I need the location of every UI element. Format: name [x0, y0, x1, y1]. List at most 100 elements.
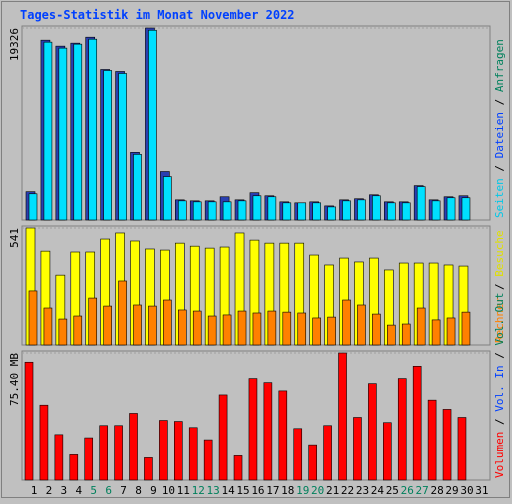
legend-separator: / [493, 346, 506, 366]
bar [222, 314, 232, 346]
bar [342, 299, 351, 346]
bar [446, 317, 456, 346]
legend-separator: / [493, 92, 506, 112]
legend-separator: / [493, 277, 506, 297]
bar [103, 70, 112, 221]
bar [248, 378, 258, 481]
bar [461, 311, 471, 346]
bar [338, 352, 347, 481]
x-tick-label: 2 [46, 484, 53, 497]
legend-separator: / [493, 412, 506, 432]
legend-label: Volumen [493, 432, 506, 478]
x-tick-label: 11 [177, 484, 190, 497]
bar [416, 186, 426, 221]
bar [118, 280, 127, 346]
bar [387, 202, 396, 221]
plot-area [21, 25, 491, 221]
bar [207, 201, 217, 221]
bar [342, 200, 351, 221]
bar [327, 316, 336, 346]
bar [427, 399, 437, 481]
x-tick-label: 17 [266, 484, 279, 497]
bar [43, 307, 53, 346]
bar [192, 310, 202, 346]
bar [252, 195, 262, 221]
y-tick-label: 75.40 MB [8, 353, 21, 406]
bar [278, 390, 288, 481]
bar [297, 202, 307, 221]
bar [43, 41, 53, 221]
bar [353, 417, 362, 481]
bar [148, 305, 157, 346]
bar [88, 297, 98, 346]
bar [308, 444, 317, 481]
bar [28, 290, 38, 346]
bar [457, 417, 467, 481]
bar [442, 409, 452, 481]
bar [174, 421, 183, 481]
bar [282, 202, 292, 221]
bar [114, 425, 123, 481]
y-tick-label: 19326 [8, 28, 21, 61]
bar [84, 437, 94, 481]
bar [133, 154, 142, 221]
legend-separator: / [493, 158, 506, 178]
side-legend: Volumen / Vol. In / Vol. Out [493, 293, 506, 478]
x-tick-label: 13 [207, 484, 220, 497]
x-tick-label: 21 [326, 484, 339, 497]
x-tick-label: 12 [192, 484, 205, 497]
x-tick-label: 24 [371, 484, 385, 497]
legend-label: Vol. In [493, 365, 506, 411]
bar [28, 193, 38, 221]
bar [383, 422, 392, 481]
bar [372, 195, 381, 221]
bar [58, 47, 68, 221]
bar [118, 73, 127, 221]
bar [263, 382, 273, 481]
bar [401, 202, 411, 221]
bar [54, 434, 64, 481]
bar [103, 305, 112, 346]
bar [99, 425, 108, 481]
bar [178, 309, 187, 346]
bar [397, 378, 407, 481]
bar [412, 366, 422, 481]
bar [357, 199, 366, 221]
bar [237, 310, 247, 346]
bar [159, 420, 168, 481]
x-tick-label: 5 [90, 484, 97, 497]
bar [401, 323, 411, 346]
bar [416, 307, 426, 346]
x-tick-label: 7 [120, 484, 127, 497]
bar [312, 202, 321, 221]
x-tick-label: 3 [61, 484, 68, 497]
side-legend: Rechner / Besuche [493, 230, 506, 343]
x-tick-label: 29 [445, 484, 458, 497]
bar [163, 299, 172, 346]
bar [293, 428, 303, 481]
bar [144, 457, 153, 481]
x-tick-label: 14 [221, 484, 235, 497]
bar [69, 454, 79, 481]
legend-label: Vol. Out [493, 293, 506, 346]
x-tick-label: 19 [296, 484, 309, 497]
bar [297, 312, 307, 346]
x-tick-label: 20 [311, 484, 324, 497]
x-tick-label: 18 [281, 484, 294, 497]
x-tick-label: 27 [416, 484, 429, 497]
bar [368, 383, 377, 481]
x-tick-label: 23 [356, 484, 369, 497]
legend-label: Rechner [493, 296, 506, 343]
x-tick-label: 6 [105, 484, 112, 497]
bar [133, 304, 142, 346]
chart-title: Tages-Statistik im Monat November 2022 [20, 8, 295, 22]
x-tick-label: 1 [31, 484, 38, 497]
bar [446, 197, 456, 221]
x-tick-label: 26 [401, 484, 414, 497]
bar [203, 439, 213, 481]
x-tick-label: 28 [430, 484, 443, 497]
bar [88, 38, 98, 221]
bar [222, 201, 232, 221]
